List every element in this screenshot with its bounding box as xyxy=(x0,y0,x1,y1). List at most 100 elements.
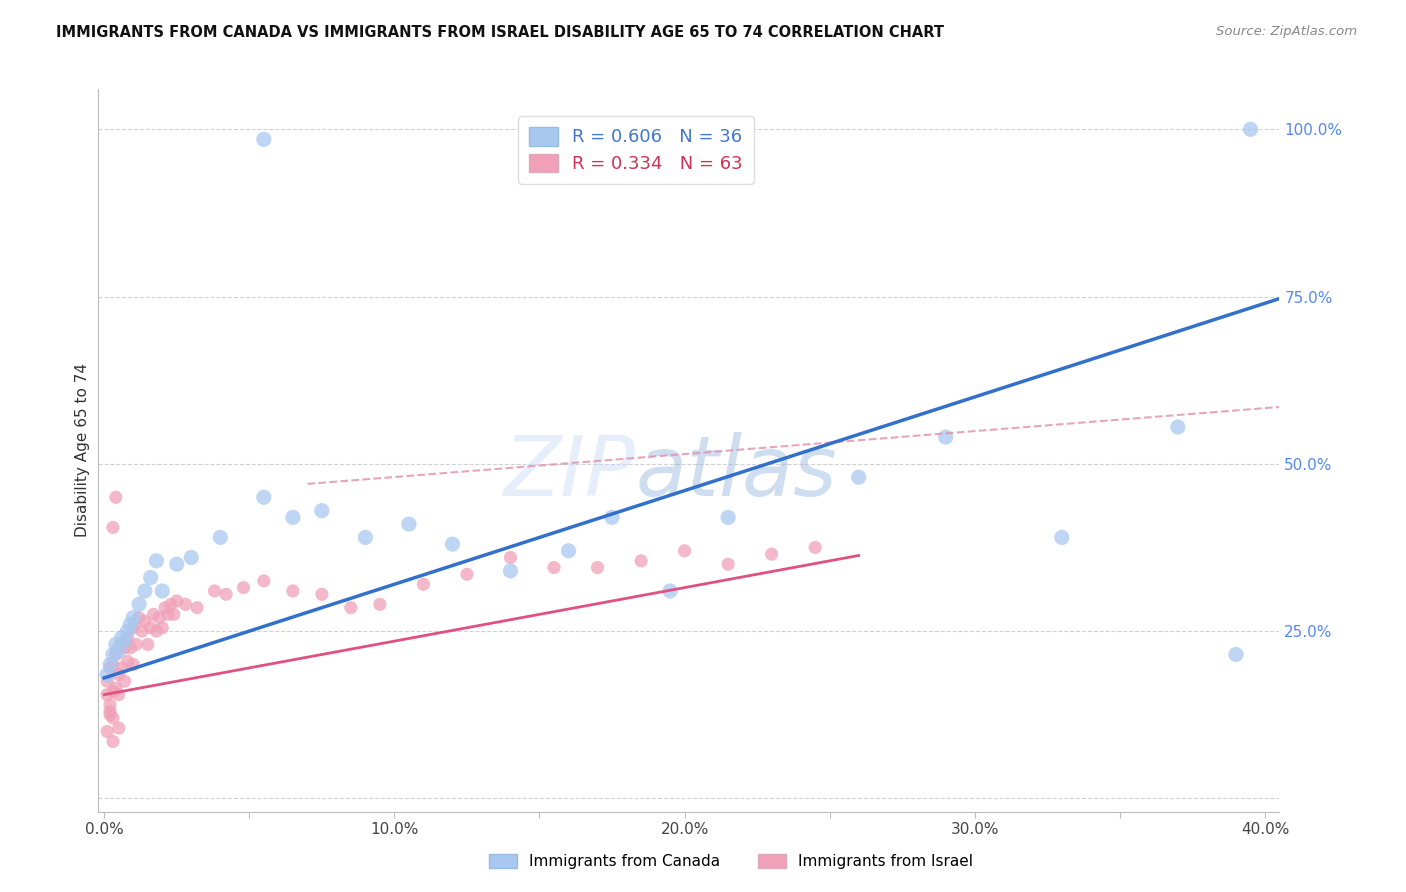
Point xyxy=(586,560,609,574)
Point xyxy=(98,657,121,672)
Point xyxy=(125,637,148,651)
Point xyxy=(441,537,464,551)
Point xyxy=(848,470,870,484)
Point xyxy=(253,491,276,505)
Point xyxy=(122,657,145,672)
Point xyxy=(174,598,197,612)
Point xyxy=(134,614,156,628)
Point xyxy=(107,644,129,658)
Y-axis label: Disability Age 65 to 74: Disability Age 65 to 74 xyxy=(75,363,90,538)
Point xyxy=(499,550,522,565)
Point xyxy=(543,560,565,574)
Point xyxy=(114,634,136,648)
Point xyxy=(117,624,139,639)
Point xyxy=(398,517,420,532)
Point xyxy=(104,637,127,651)
Point xyxy=(717,510,740,524)
Point xyxy=(456,567,478,582)
Point xyxy=(160,598,183,612)
Point xyxy=(499,564,522,578)
Point xyxy=(107,721,129,735)
Point xyxy=(412,577,434,591)
Point xyxy=(281,510,304,524)
Point xyxy=(557,544,579,558)
Point xyxy=(96,667,118,681)
Point xyxy=(131,624,153,639)
Point xyxy=(101,684,124,698)
Point xyxy=(150,584,173,599)
Point xyxy=(120,640,142,655)
Point xyxy=(128,598,150,612)
Point xyxy=(101,734,124,748)
Point xyxy=(98,705,121,719)
Point xyxy=(98,707,121,722)
Point xyxy=(935,430,957,444)
Point xyxy=(281,584,304,599)
Point xyxy=(354,530,377,544)
Point xyxy=(120,617,142,632)
Point xyxy=(804,541,827,555)
Point xyxy=(150,621,173,635)
Point xyxy=(659,584,682,599)
Point xyxy=(114,640,136,655)
Point xyxy=(209,530,232,544)
Point xyxy=(1239,122,1261,136)
Point xyxy=(253,132,276,146)
Point xyxy=(204,584,226,599)
Point xyxy=(186,600,208,615)
Point xyxy=(153,600,176,615)
Point xyxy=(1225,648,1247,662)
Point xyxy=(134,584,156,599)
Point xyxy=(96,724,118,739)
Point xyxy=(107,640,129,655)
Text: IMMIGRANTS FROM CANADA VS IMMIGRANTS FROM ISRAEL DISABILITY AGE 65 TO 74 CORRELA: IMMIGRANTS FROM CANADA VS IMMIGRANTS FRO… xyxy=(56,25,945,40)
Point xyxy=(111,637,134,651)
Point xyxy=(101,520,124,534)
Point xyxy=(104,491,127,505)
Point xyxy=(98,661,121,675)
Point xyxy=(166,557,188,572)
Point xyxy=(107,688,129,702)
Point xyxy=(600,510,623,524)
Point xyxy=(104,648,127,662)
Point xyxy=(163,607,186,622)
Point xyxy=(128,611,150,625)
Point xyxy=(761,547,783,561)
Point xyxy=(673,544,696,558)
Point xyxy=(148,611,170,625)
Point xyxy=(717,557,740,572)
Point xyxy=(122,611,145,625)
Point xyxy=(630,554,652,568)
Point xyxy=(311,503,333,517)
Text: ZIP: ZIP xyxy=(503,432,636,513)
Point xyxy=(340,600,363,615)
Point xyxy=(114,674,136,689)
Point xyxy=(117,631,139,645)
Point xyxy=(145,554,167,568)
Point xyxy=(111,631,134,645)
Point xyxy=(136,637,159,651)
Text: Source: ZipAtlas.com: Source: ZipAtlas.com xyxy=(1216,25,1357,38)
Point xyxy=(101,657,124,672)
Point xyxy=(96,674,118,689)
Point xyxy=(139,621,162,635)
Point xyxy=(111,661,134,675)
Point xyxy=(101,648,124,662)
Point xyxy=(166,594,188,608)
Legend: R = 0.606   N = 36, R = 0.334   N = 63: R = 0.606 N = 36, R = 0.334 N = 63 xyxy=(517,116,754,184)
Point xyxy=(139,571,162,585)
Point xyxy=(104,681,127,695)
Point xyxy=(98,698,121,712)
Legend: Immigrants from Canada, Immigrants from Israel: Immigrants from Canada, Immigrants from … xyxy=(484,848,979,875)
Point xyxy=(107,667,129,681)
Point xyxy=(215,587,238,601)
Point xyxy=(122,621,145,635)
Point xyxy=(101,711,124,725)
Point xyxy=(145,624,167,639)
Point xyxy=(180,550,202,565)
Point xyxy=(142,607,165,622)
Point xyxy=(253,574,276,588)
Point xyxy=(117,654,139,668)
Point xyxy=(368,598,391,612)
Point xyxy=(232,581,254,595)
